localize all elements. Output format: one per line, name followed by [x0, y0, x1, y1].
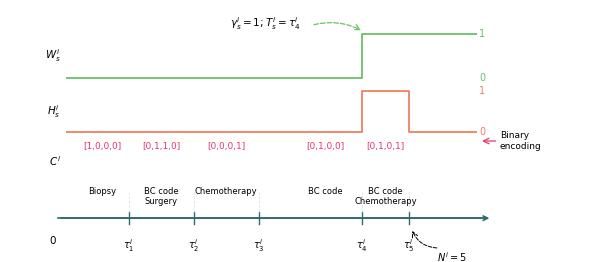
Text: BC code: BC code [308, 187, 343, 196]
Text: [0,1,0,1]: [0,1,0,1] [366, 142, 405, 151]
Text: [0,0,0,1]: [0,0,0,1] [207, 142, 245, 151]
Text: $C^i$: $C^i$ [49, 154, 61, 168]
Text: $\gamma_s^i = 1; T_s^i = \tau_4^i$: $\gamma_s^i = 1; T_s^i = \tau_4^i$ [229, 15, 300, 32]
Text: Binary
encoding: Binary encoding [500, 131, 542, 151]
Text: [0,1,0,0]: [0,1,0,0] [307, 142, 345, 151]
Text: 0: 0 [479, 127, 485, 137]
Text: BC code
Surgery: BC code Surgery [144, 187, 179, 206]
Text: $\tau_2^i$: $\tau_2^i$ [188, 237, 200, 254]
Text: 1: 1 [479, 29, 485, 39]
Text: $\tau_5^i$: $\tau_5^i$ [403, 237, 415, 254]
Text: [0,1,1,0]: [0,1,1,0] [142, 142, 181, 151]
Text: 0: 0 [479, 73, 485, 83]
Text: Chemotherapy: Chemotherapy [195, 187, 257, 196]
Text: $\tau_1^i$: $\tau_1^i$ [123, 237, 134, 254]
Text: $W_s^i$: $W_s^i$ [45, 47, 61, 64]
Text: $\tau_4^i$: $\tau_4^i$ [356, 237, 368, 254]
Text: 1: 1 [479, 86, 485, 96]
Text: BC code
Chemotherapy: BC code Chemotherapy [354, 187, 416, 206]
Text: $\tau_3^i$: $\tau_3^i$ [253, 237, 264, 254]
Text: $N^i=5$: $N^i=5$ [437, 250, 467, 262]
Text: [1,0,0,0]: [1,0,0,0] [83, 142, 122, 151]
Text: Biopsy: Biopsy [89, 187, 116, 196]
Text: $H_s^i$: $H_s^i$ [48, 103, 61, 120]
Text: 0: 0 [50, 236, 56, 245]
